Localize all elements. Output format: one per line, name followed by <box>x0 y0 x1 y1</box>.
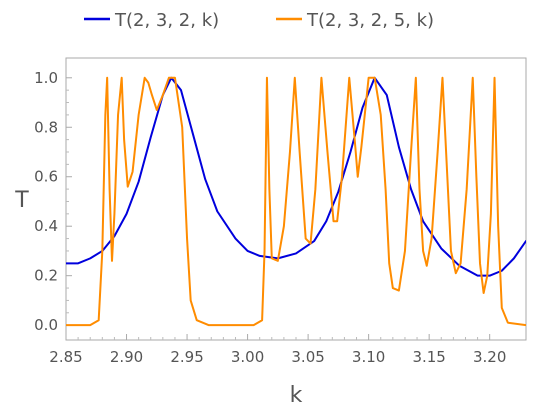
y-tick-label: 0.8 <box>34 118 58 136</box>
series-line-1 <box>66 76 526 277</box>
x-axis-label: k <box>290 383 303 408</box>
x-tick-label: 2.85 <box>49 348 82 366</box>
x-tick-label: 3.00 <box>231 348 264 366</box>
legend-label: T(2, 3, 2, 5, k) <box>306 10 434 31</box>
y-tick-label: 0.2 <box>34 267 58 285</box>
series-layer <box>66 76 526 327</box>
y-tick-label: 0.6 <box>34 168 58 186</box>
series-line-2 <box>66 76 526 327</box>
x-tick-label: 3.20 <box>473 348 506 366</box>
legend: T(2, 3, 2, k) T(2, 3, 2, 5, k) <box>84 10 434 31</box>
x-tick-label: 3.10 <box>352 348 385 366</box>
legend-label: T(2, 3, 2, k) <box>114 10 219 31</box>
y-tick-label: 1.0 <box>34 69 58 87</box>
y-axis: 0.0 0.2 0.4 0.6 0.8 1.0 <box>34 69 72 334</box>
x-axis: 2.85 2.90 2.95 3.00 3.05 3.10 3.15 3.20 <box>49 334 506 366</box>
y-tick-label: 0.0 <box>34 316 58 334</box>
x-tick-label: 3.05 <box>291 348 324 366</box>
x-tick-label: 2.95 <box>170 348 203 366</box>
x-tick-label: 2.90 <box>110 348 143 366</box>
x-tick-label: 3.15 <box>412 348 445 366</box>
y-axis-label: T <box>14 188 29 213</box>
y-tick-label: 0.4 <box>34 217 58 235</box>
